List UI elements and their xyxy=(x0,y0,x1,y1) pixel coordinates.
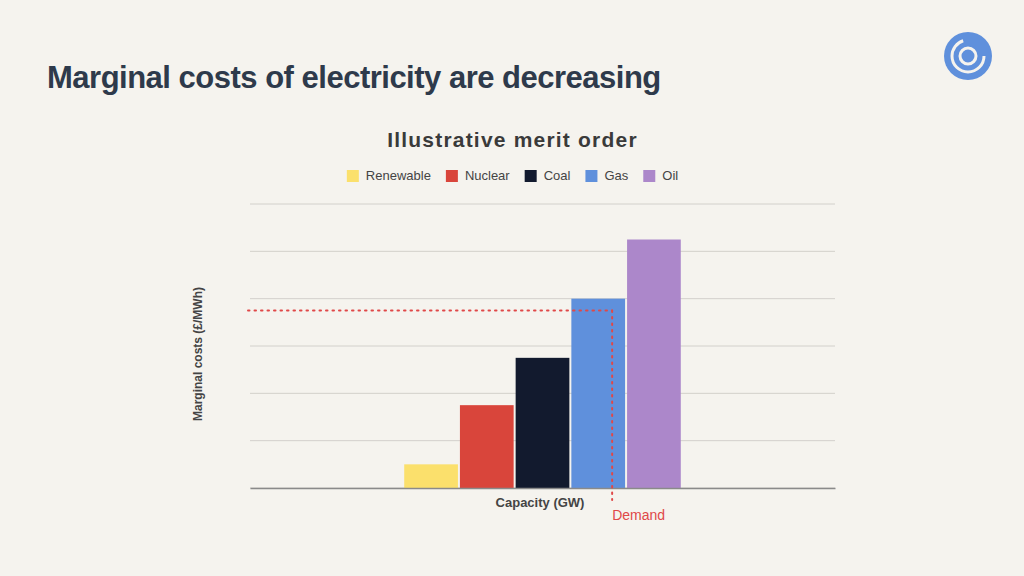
bars xyxy=(404,240,681,489)
legend-item: Nuclear xyxy=(446,168,510,183)
legend-swatch xyxy=(525,170,537,182)
x-axis-line xyxy=(251,488,836,490)
legend-swatch xyxy=(347,170,359,182)
bar xyxy=(571,299,625,488)
legend-item: Oil xyxy=(643,168,678,183)
legend-swatch xyxy=(446,170,458,182)
legend-label: Oil xyxy=(662,168,678,183)
logo xyxy=(944,32,992,80)
grid-line xyxy=(250,346,835,347)
x-axis xyxy=(251,488,836,489)
bar xyxy=(404,464,458,488)
demand-level-line xyxy=(248,310,612,312)
demand-capacity-line xyxy=(611,311,613,501)
legend-label: Nuclear xyxy=(465,168,510,183)
bar xyxy=(460,405,514,488)
legend: Renewable Nuclear Coal Gas Oil xyxy=(347,168,678,183)
annotation: Demand xyxy=(248,311,665,524)
legend-swatch xyxy=(643,170,655,182)
x-axis-title: Capacity (GW) xyxy=(496,495,585,510)
grid-line xyxy=(250,204,835,205)
chart-container: Marginal costs of electricity are decrea… xyxy=(0,0,1024,576)
legend-item: Renewable xyxy=(347,168,431,183)
legend-item: Coal xyxy=(525,168,571,183)
annotation-label: Demand xyxy=(612,507,665,523)
grid-line xyxy=(250,251,835,252)
page-heading: Marginal costs of electricity are decrea… xyxy=(47,60,661,95)
logo-ring xyxy=(952,40,984,72)
legend-label: Renewable xyxy=(366,168,431,183)
grid-line xyxy=(250,298,835,299)
bar xyxy=(627,240,681,489)
legend-item: Gas xyxy=(585,168,628,183)
grid xyxy=(250,204,835,488)
chart-svg: Marginal costs of electricity are decrea… xyxy=(0,0,1024,576)
y-axis-title: Marginal costs (£/MWh) xyxy=(191,287,205,421)
legend-label: Coal xyxy=(544,168,571,183)
legend-label: Gas xyxy=(604,168,628,183)
background xyxy=(0,0,1024,576)
logo-disc xyxy=(944,32,992,80)
legend-swatch xyxy=(585,170,597,182)
bar xyxy=(516,358,570,488)
chart-title: Illustrative merit order xyxy=(387,128,638,151)
logo-ring xyxy=(960,48,976,64)
